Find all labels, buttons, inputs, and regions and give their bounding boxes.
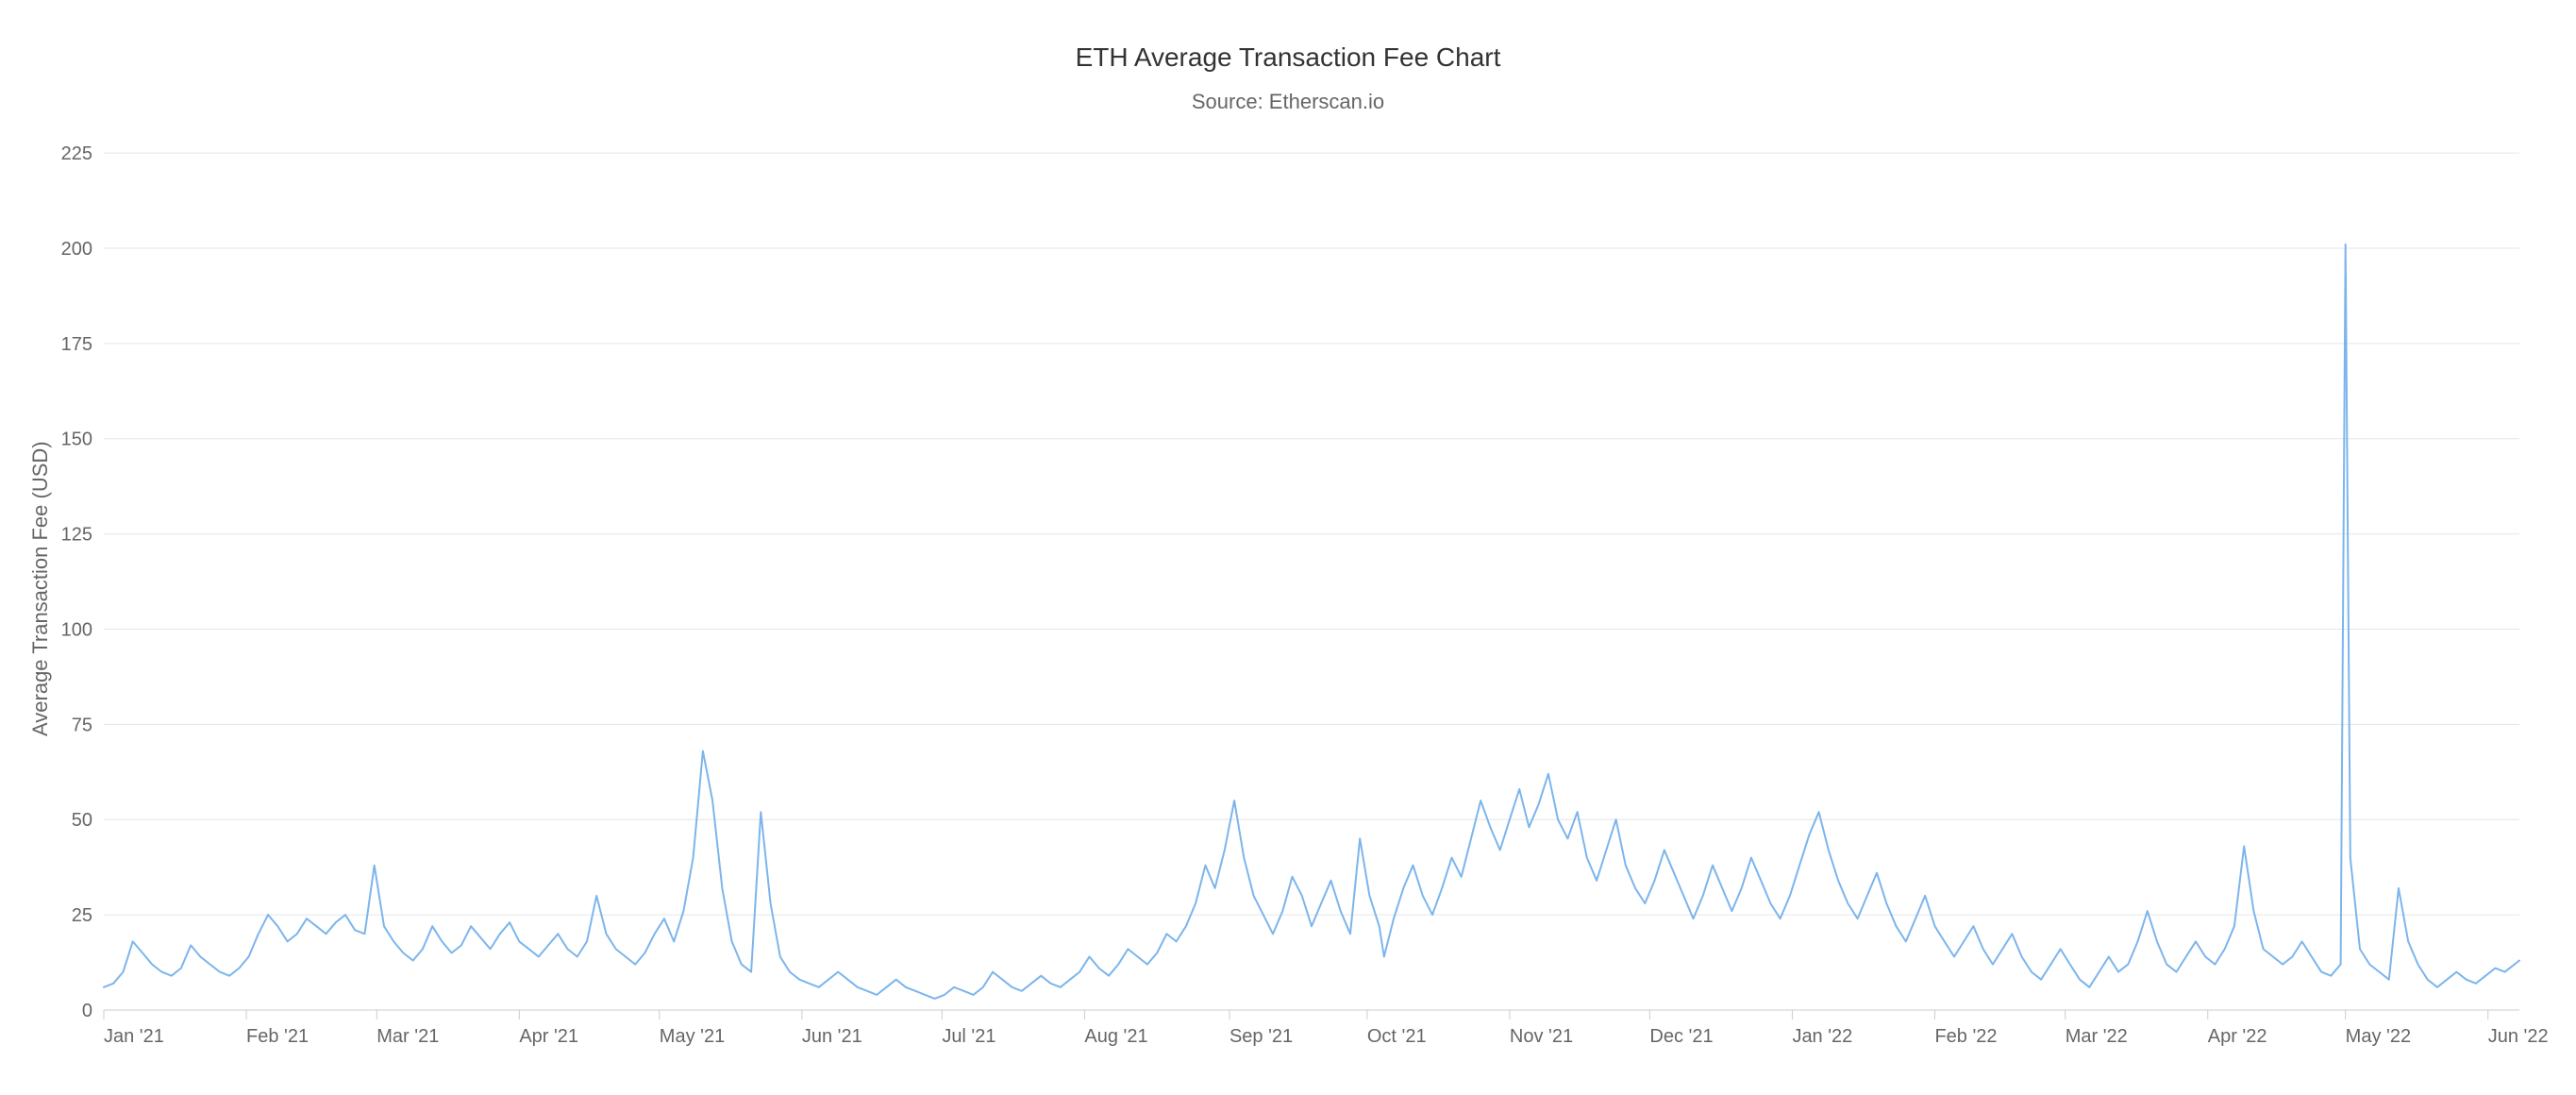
y-tick-label: 25: [72, 905, 92, 926]
x-tick-label: Mar '21: [376, 1026, 439, 1047]
x-tick-label: Dec '21: [1649, 1026, 1713, 1047]
y-tick-label: 0: [82, 1001, 92, 1021]
x-tick-label: Nov '21: [1510, 1026, 1573, 1047]
x-tick-label: Jul '21: [942, 1026, 995, 1047]
x-tick-label: Feb '22: [1934, 1026, 1997, 1047]
y-tick-label: 175: [61, 334, 92, 355]
y-tick-label: 150: [61, 430, 92, 450]
chart-subtitle: Source: Etherscan.io: [0, 90, 2576, 114]
x-tick-label: Jan '21: [104, 1026, 164, 1047]
x-tick-label: Apr '21: [519, 1026, 578, 1047]
x-tick-label: Jan '22: [1792, 1026, 1852, 1047]
x-tick-label: Sep '21: [1229, 1026, 1293, 1047]
y-tick-label: 50: [72, 810, 92, 831]
chart-svg: 0 25 50 75 100 125 150 175 200 225 Jan '21 Feb '21 M…: [0, 0, 2576, 1095]
x-tick-label: Feb '21: [246, 1026, 309, 1047]
y-tick-label: 100: [61, 619, 92, 640]
y-tick-label: 225: [61, 143, 92, 164]
x-tick-label: Jun '21: [802, 1026, 862, 1047]
y-tick-label: 75: [72, 715, 92, 735]
x-tick-label: Jun '22: [2488, 1026, 2549, 1047]
x-tick-label: Oct '21: [1367, 1026, 1427, 1047]
y-axis-label: Average Transaction Fee (USD): [28, 441, 53, 736]
y-tick-label: 200: [61, 239, 92, 260]
x-tick-label: Aug '21: [1084, 1026, 1147, 1047]
fee-line-series: [104, 244, 2519, 999]
x-tick-label: May '21: [660, 1026, 725, 1047]
y-tick-label: 125: [61, 525, 92, 546]
chart-title: ETH Average Transaction Fee Chart: [0, 42, 2576, 73]
x-tick-label: Apr '22: [2208, 1026, 2267, 1047]
chart-container: ETH Average Transaction Fee Chart Source…: [0, 0, 2576, 1095]
x-tick-label: May '22: [2346, 1026, 2411, 1047]
x-tick-label: Mar '22: [2066, 1026, 2128, 1047]
